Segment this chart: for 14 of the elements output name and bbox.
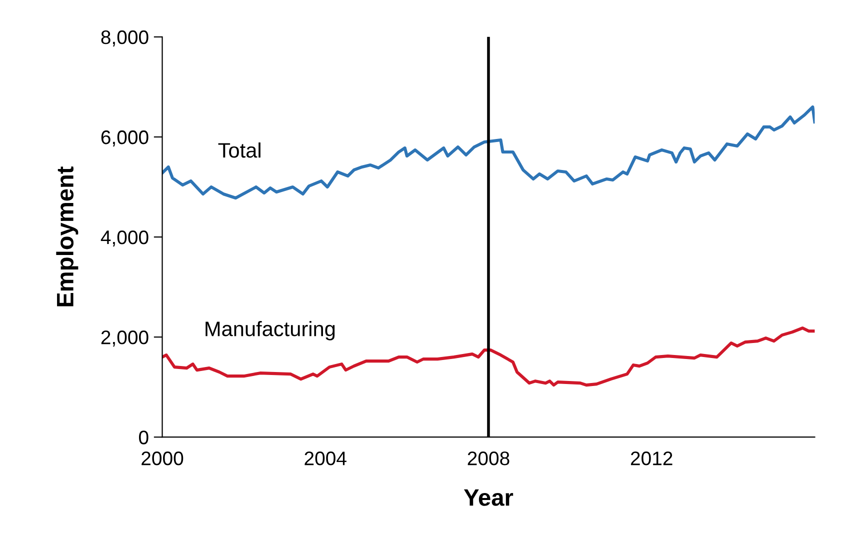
line-series [162, 105, 815, 200]
y-tick-label: 0 [139, 430, 148, 444]
x-tick-label: 2000 [142, 451, 184, 466]
y-tick-label: 6,000 [101, 130, 148, 146]
y-tick-label: 8,000 [101, 30, 148, 46]
series-label: Manufacturing [206, 320, 335, 340]
x-tick-label: 2004 [304, 451, 346, 466]
x-axis-title: Year [464, 489, 514, 506]
x-tick-label: 2008 [468, 451, 510, 466]
y-tick-label: 2,000 [101, 330, 148, 347]
series-label: Total [218, 142, 260, 158]
y-tick-label: 4,000 [100, 230, 148, 247]
x-tick-label: 2012 [630, 451, 672, 466]
y-axis-title: Employment [56, 166, 78, 306]
